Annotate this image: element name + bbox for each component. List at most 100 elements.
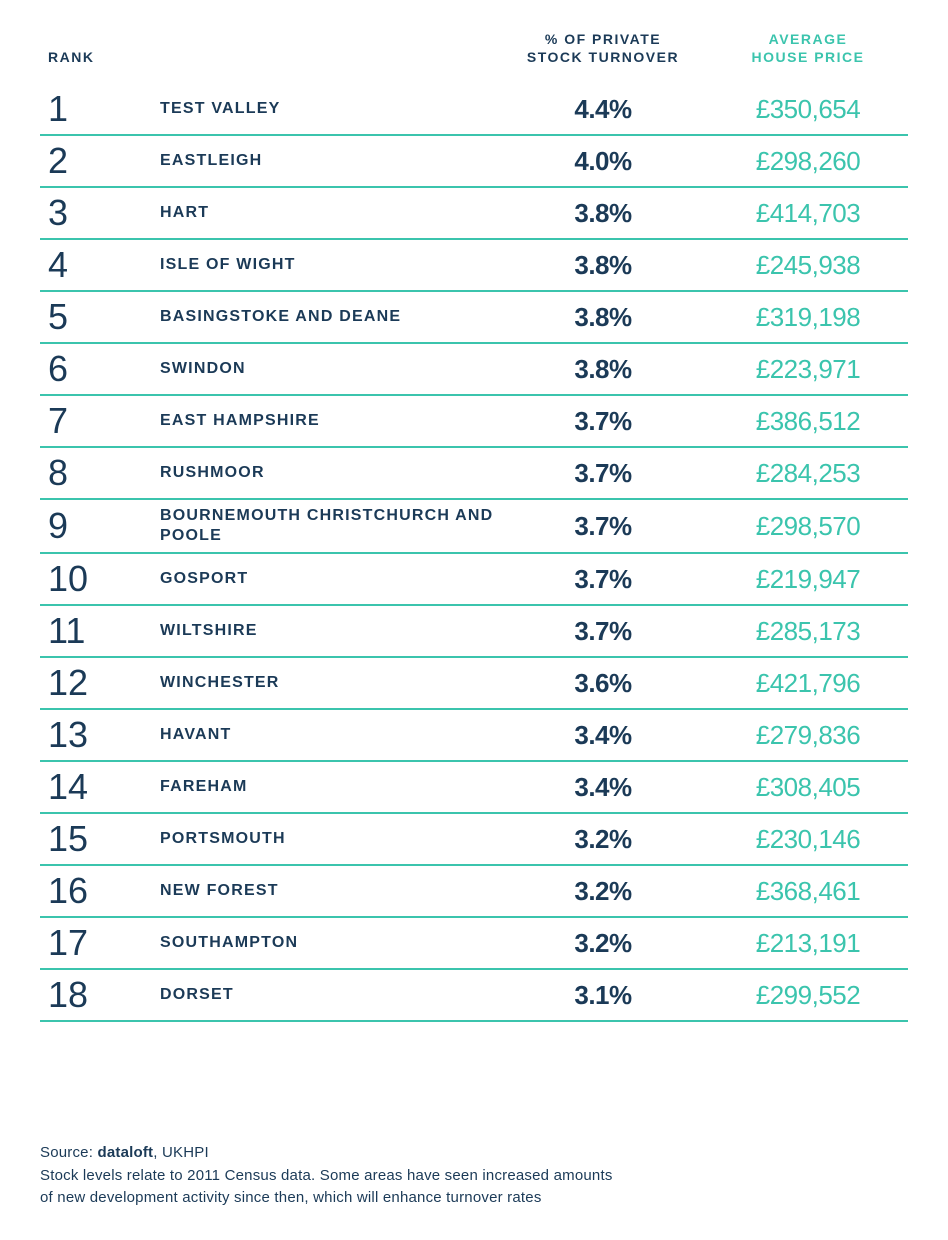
- header-price: AVERAGE HOUSE PRICE: [708, 30, 908, 66]
- table-row: 9 BOURNEMOUTH CHRISTCHURCH AND POOLE 3.7% £…: [40, 500, 908, 554]
- turnover-value: 3.7%: [574, 458, 631, 488]
- turnover-value: 3.7%: [574, 511, 631, 541]
- turnover-value: 3.1%: [574, 980, 631, 1010]
- table-row: 10 GOSPORT 3.7% £219,947: [40, 554, 908, 606]
- table-row: 7EAST HAMPSHIRE3.7%£386,512: [40, 396, 908, 448]
- price-value: £421,796: [756, 668, 860, 698]
- area-name: EAST HAMPSHIRE: [160, 412, 320, 429]
- turnover-value: 3.2%: [574, 876, 631, 906]
- turnover-value: 4.0%: [574, 146, 631, 176]
- table-row: 5 BASINGSTOKE AND DEANE 3.8% £319,198: [40, 292, 908, 344]
- rankings-table: RANK % OF PRIVATE STOCK TURNOVER AVERAGE…: [40, 30, 908, 1022]
- rank-value: 12: [48, 662, 88, 703]
- rank-value: 1: [48, 88, 68, 129]
- area-name: EASTLEIGH: [160, 152, 262, 169]
- rank-value: 16: [48, 870, 88, 911]
- rank-value: 3: [48, 192, 68, 233]
- rank-value: 8: [48, 452, 68, 493]
- table-row: 6 SWINDON 3.8% £223,971: [40, 344, 908, 396]
- area-name: ISLE OF WIGHT: [160, 256, 296, 273]
- rank-value: 4: [48, 244, 68, 285]
- table-row: 17 SOUTHAMPTON 3.2% £213,191: [40, 918, 908, 970]
- turnover-value: 3.7%: [574, 406, 631, 436]
- table-row: 18 DORSET 3.1% £299,552: [40, 970, 908, 1022]
- price-value: £414,703: [756, 198, 860, 228]
- turnover-value: 3.6%: [574, 668, 631, 698]
- turnover-value: 3.7%: [574, 564, 631, 594]
- price-value: £308,405: [756, 772, 860, 802]
- price-value: £219,947: [756, 564, 860, 594]
- rank-value: 9: [48, 505, 68, 546]
- area-name: TEST VALLEY: [160, 100, 280, 117]
- rank-value: 10: [48, 558, 88, 599]
- rank-value: 14: [48, 766, 88, 807]
- table-row: 15 PORTSMOUTH 3.2% £230,146: [40, 814, 908, 866]
- price-value: £386,512: [756, 406, 860, 436]
- footer-note: Source: dataloft, UKHPI Stock levels rel…: [40, 1142, 908, 1210]
- source-suffix: , UKHPI: [153, 1144, 209, 1161]
- price-value: £285,173: [756, 616, 860, 646]
- turnover-value: 3.8%: [574, 302, 631, 332]
- area-name: SOUTHAMPTON: [160, 934, 298, 951]
- turnover-value: 3.8%: [574, 354, 631, 384]
- turnover-value: 3.2%: [574, 824, 631, 854]
- area-name: PORTSMOUTH: [160, 830, 286, 847]
- turnover-value: 3.8%: [574, 250, 631, 280]
- rank-value: 6: [48, 348, 68, 389]
- footer-note-line2: of new development activity since then, …: [40, 1189, 542, 1206]
- price-value: £279,836: [756, 720, 860, 750]
- area-name: WINCHESTER: [160, 674, 280, 691]
- turnover-value: 3.7%: [574, 616, 631, 646]
- price-value: £284,253: [756, 458, 860, 488]
- price-value: £230,146: [756, 824, 860, 854]
- turnover-value: 3.4%: [574, 772, 631, 802]
- area-name: NEW FOREST: [160, 882, 279, 899]
- turnover-value: 3.8%: [574, 198, 631, 228]
- rank-value: 17: [48, 922, 88, 963]
- rank-value: 5: [48, 296, 68, 337]
- area-name: HAVANT: [160, 726, 232, 743]
- price-value: £299,552: [756, 980, 860, 1010]
- price-value: £350,654: [756, 94, 860, 124]
- area-name: WILTSHIRE: [160, 622, 258, 639]
- price-value: £319,198: [756, 302, 860, 332]
- table-row: 11 WILTSHIRE 3.7% £285,173: [40, 606, 908, 658]
- area-name: SWINDON: [160, 360, 246, 377]
- source-prefix: Source:: [40, 1144, 97, 1161]
- source-bold: dataloft: [97, 1144, 153, 1161]
- price-value: £368,461: [756, 876, 860, 906]
- table-row: 4 ISLE OF WIGHT 3.8% £245,938: [40, 240, 908, 292]
- turnover-value: 4.4%: [574, 94, 631, 124]
- table-row: 16 NEW FOREST 3.2% £368,461: [40, 866, 908, 918]
- header-rank: RANK: [48, 48, 140, 66]
- rank-value: 11: [48, 610, 85, 651]
- table-row: 13 HAVANT 3.4% £279,836: [40, 710, 908, 762]
- turnover-value: 3.2%: [574, 928, 631, 958]
- area-name: RUSHMOOR: [160, 464, 265, 481]
- rank-value: 15: [48, 818, 88, 859]
- table-row: 12 WINCHESTER 3.6% £421,796: [40, 658, 908, 710]
- header-turnover: % OF PRIVATE STOCK TURNOVER: [498, 30, 708, 66]
- turnover-value: 3.4%: [574, 720, 631, 750]
- price-value: £298,260: [756, 146, 860, 176]
- area-name: HART: [160, 204, 209, 221]
- area-name: GOSPORT: [160, 570, 248, 587]
- price-value: £245,938: [756, 250, 860, 280]
- table-row: 2 EASTLEIGH 4.0% £298,260: [40, 136, 908, 188]
- price-value: £298,570: [756, 511, 860, 541]
- price-value: £213,191: [756, 928, 860, 958]
- area-name: DORSET: [160, 986, 234, 1003]
- rank-value: 13: [48, 714, 88, 755]
- table-body: 1 TEST VALLEY 4.4% £350,654 2 EASTLEIGH 4.0% £2…: [40, 84, 908, 1022]
- area-name: BOURNEMOUTH CHRISTCHURCH AND POOLE: [160, 507, 493, 544]
- table-row: 8 RUSHMOOR 3.7% £284,253: [40, 448, 908, 500]
- rank-value: 18: [48, 974, 88, 1015]
- footer-note-line1: Stock levels relate to 2011 Census data.…: [40, 1167, 613, 1184]
- table-row: 3 HART 3.8% £414,703: [40, 188, 908, 240]
- table-row: 14 FAREHAM 3.4% £308,405: [40, 762, 908, 814]
- table-header-row: RANK % OF PRIVATE STOCK TURNOVER AVERAGE…: [40, 30, 908, 84]
- area-name: BASINGSTOKE AND DEANE: [160, 308, 401, 325]
- rank-value: 2: [48, 140, 68, 181]
- price-value: £223,971: [756, 354, 860, 384]
- area-name: FAREHAM: [160, 778, 248, 795]
